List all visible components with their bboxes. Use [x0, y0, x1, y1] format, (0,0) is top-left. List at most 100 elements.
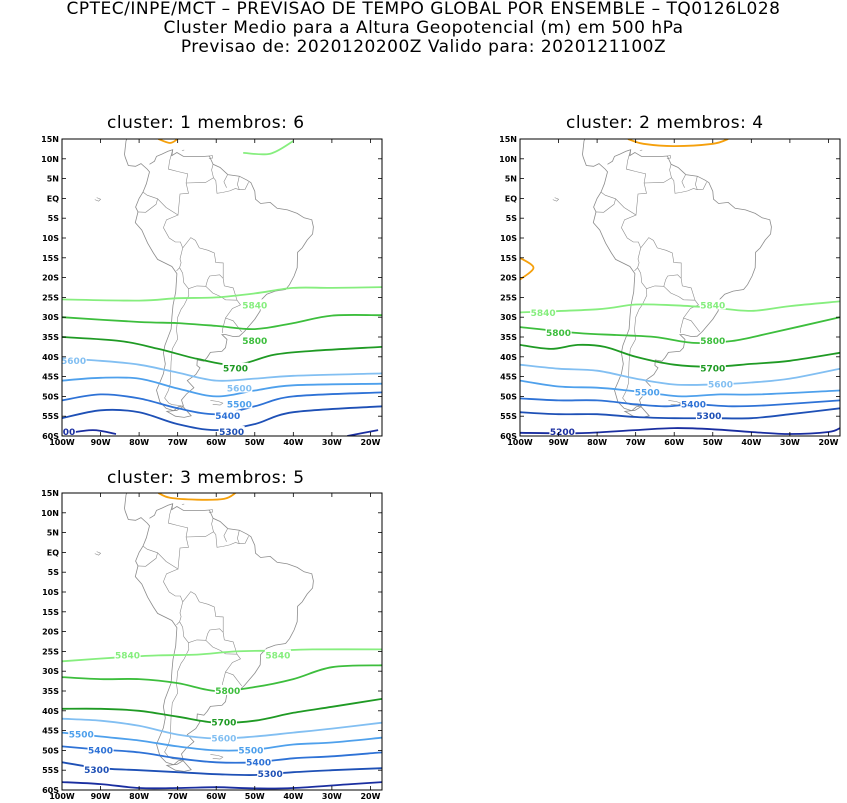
panel-1-title: cluster: 1 membros: 6: [107, 113, 305, 133]
map-frame: [61, 492, 383, 791]
country-border: [182, 591, 224, 633]
contour-label-bg: [62, 426, 76, 436]
contour-label-bg: [680, 398, 707, 409]
island-outline: [94, 551, 102, 556]
contour-label-bg: [264, 649, 291, 660]
lon-tick-label: 60W: [206, 438, 226, 447]
island-outline: [210, 400, 224, 406]
contour-label: 5800: [242, 337, 267, 347]
country-border: [237, 176, 240, 190]
lon-tick-label: 20W: [818, 438, 838, 447]
contour-label: 5840: [115, 651, 140, 661]
contour-5200: [347, 429, 379, 436]
contour-label-bg: [226, 398, 253, 409]
contour-label: 5500: [69, 731, 94, 741]
contour-label-bg: [545, 327, 572, 338]
contour-label: 5700: [223, 365, 248, 375]
contour-label: 5600: [708, 381, 733, 391]
country-border: [683, 300, 700, 333]
island-outline: [552, 197, 560, 202]
contour-label-bg: [210, 732, 237, 743]
island-outline: [666, 155, 672, 159]
lat-tick-label: 25S: [500, 293, 517, 302]
country-border: [222, 632, 238, 655]
contour-label-bg: [210, 716, 237, 727]
lat-tick-label: 5S: [506, 214, 518, 223]
island-outline: [147, 480, 154, 481]
contour-label: 5600: [61, 357, 86, 367]
contour-5200: [520, 427, 840, 435]
lon-tick-label: 80W: [129, 792, 149, 801]
contour-label-bg: [707, 378, 734, 389]
country-border: [164, 267, 190, 407]
contour-label-bg: [549, 426, 576, 436]
island-outline: [94, 197, 102, 202]
lat-tick-label: 15S: [42, 608, 59, 617]
lon-tick-label: 70W: [168, 438, 188, 447]
lat-tick-label: 5S: [48, 214, 60, 223]
header-line-2: Cluster Medio para a Altura Geopotencial…: [163, 18, 684, 38]
coastline-south-america: [124, 493, 314, 766]
lon-tick-label: 70W: [626, 438, 646, 447]
panel-2-title: cluster: 2 membros: 4: [566, 113, 764, 133]
map-frame: [519, 138, 841, 437]
lat-tick-label: 10N: [41, 509, 59, 518]
lat-tick-label: EQ: [47, 548, 59, 557]
contour-label-bg: [245, 756, 272, 767]
contour-5200: [62, 781, 382, 790]
country-border: [595, 198, 616, 213]
lat-tick-label: 60S: [500, 432, 517, 441]
country-border: [225, 654, 242, 687]
country-border: [695, 176, 698, 190]
lat-tick-label: 40S: [500, 353, 517, 362]
contour-label-bg: [226, 382, 253, 393]
lon-tick-label: 50W: [245, 792, 265, 801]
contour-label: 5840: [531, 309, 556, 319]
lat-tick-label: 20S: [500, 274, 517, 283]
lat-tick-label: 10N: [41, 155, 59, 164]
contour-label-bg: [237, 744, 264, 755]
contour-5400: [520, 397, 840, 408]
contour-label: 5300: [696, 412, 721, 422]
contour-5700: [62, 336, 382, 366]
contour-label-bg: [699, 299, 726, 310]
lat-tick-label: 50S: [42, 392, 59, 401]
country-border: [680, 278, 696, 301]
country-border: [211, 518, 214, 532]
contour-label-bg: [241, 299, 268, 310]
island-outline: [208, 155, 214, 159]
country-border: [223, 528, 228, 542]
contour-label: 5840: [700, 301, 725, 311]
lat-tick-label: 35S: [42, 687, 59, 696]
lat-tick-label: 45S: [42, 373, 59, 382]
lon-tick-label: 100W: [49, 438, 75, 447]
contour-label-bg: [68, 728, 95, 739]
contour-label: 200: [56, 428, 75, 438]
contour-label: 5840: [265, 651, 290, 661]
contour-orange: [158, 493, 236, 501]
lat-tick-label: 55S: [500, 412, 517, 421]
contour-label: 5500: [635, 388, 660, 398]
contour-label-bg: [699, 334, 726, 345]
contour-label: 5800: [215, 687, 240, 697]
contour-5400: [62, 391, 382, 416]
contour-5600: [520, 363, 840, 386]
contour-label-bg: [530, 307, 557, 318]
contour-label: 5800: [546, 329, 571, 339]
map-panel-1: 5840 5800 5700 5600 5600 5500 5400 5300 200 15N 10…: [41, 135, 383, 447]
contour-5840: [243, 140, 294, 156]
lon-tick-label: 20W: [360, 792, 380, 801]
country-border: [188, 274, 224, 289]
island-outline: [210, 754, 224, 760]
lat-tick-label: 60S: [42, 432, 59, 441]
lat-tick-label: 50S: [500, 392, 517, 401]
figure-header: CPTEC/INPE/MCT – PREVISAO DE TEMPO GLOBA…: [0, 0, 847, 57]
panel-3-title: cluster: 3 membros: 5: [107, 468, 305, 488]
country-border: [222, 317, 226, 333]
lat-tick-label: 30S: [42, 667, 59, 676]
lon-tick-label: 90W: [91, 438, 111, 447]
country-border: [205, 640, 238, 655]
lat-tick-label: EQ: [505, 194, 517, 203]
country-border: [186, 531, 249, 548]
lat-tick-label: 10N: [499, 155, 517, 164]
